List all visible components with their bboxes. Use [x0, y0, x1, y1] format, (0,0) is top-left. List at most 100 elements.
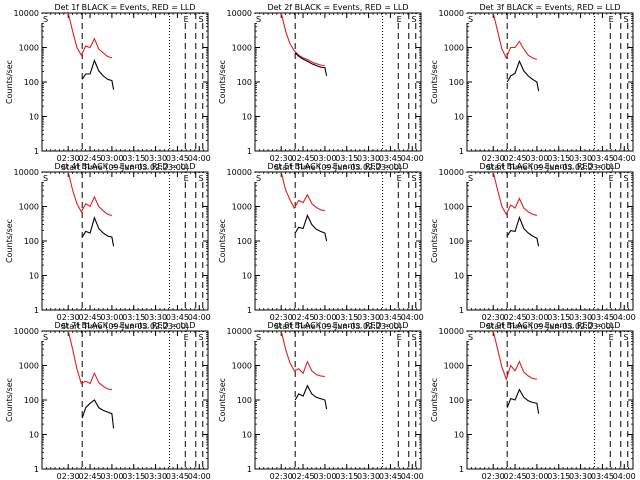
y-tick-label: 10000: [14, 168, 39, 177]
y-tick-label: 1: [459, 147, 464, 156]
x-tick-label: 03:45: [166, 313, 189, 322]
y-tick-label: 1: [34, 306, 39, 315]
plot-frame: [254, 330, 422, 470]
events-series-line: [506, 59, 540, 92]
x-tick-label: 03:15: [547, 472, 570, 480]
y-axis-label: Counts/sec: [5, 219, 14, 263]
y-tick-label: 100: [24, 396, 39, 405]
y-tick-label: 1: [247, 465, 252, 474]
chart-title: Det 4f BLACK = Events, RED = LLD: [54, 162, 195, 171]
marker-box: [410, 14, 419, 23]
x-tick-label: 03:00: [313, 313, 336, 322]
marker-box: [466, 173, 475, 182]
marker-box: [466, 332, 475, 341]
y-tick-label: 10: [242, 431, 252, 440]
y-tick-label: 100: [237, 396, 252, 405]
y-axis-label: Counts/sec: [430, 378, 439, 422]
y-tick-label: 10000: [14, 9, 39, 18]
plot-frame: [41, 171, 209, 311]
marker-label: S: [43, 174, 48, 183]
marker-box: [466, 14, 475, 23]
chart-panel-6: Det 6f BLACK = Events, RED = LLD 1 10 100 10…: [430, 162, 636, 331]
marker-box: [395, 14, 404, 23]
x-tick-label: 02:45: [79, 313, 102, 322]
x-tick-label: 04:00: [613, 313, 636, 322]
marker-box: [41, 14, 50, 23]
y-tick-label: 1000: [19, 44, 39, 53]
events-series-line: [81, 216, 115, 247]
chart-title: Det 2f BLACK = Events, RED = LLD: [267, 3, 408, 12]
plot-frame: [41, 12, 209, 152]
y-tick-label: 1000: [232, 44, 252, 53]
lld-series-line: [492, 171, 538, 217]
y-tick-label: 10: [242, 113, 252, 122]
plot-frame: [466, 171, 634, 311]
marker-box: [622, 332, 631, 341]
marker-box: [607, 14, 616, 23]
x-axis-label: Start Time (09-Jun-03 02:23:00): [61, 163, 189, 172]
chart-panel-8: Det 8f BLACK = Events, RED = LLD 1 10 100 10…: [218, 321, 424, 480]
chart-title: Det 8f BLACK = Events, RED = LLD: [267, 321, 408, 330]
y-tick-label: 10: [454, 431, 464, 440]
marker-box: [197, 14, 206, 23]
y-tick-label: 100: [449, 396, 464, 405]
plot-frame: [466, 12, 634, 152]
x-tick-label: 03:15: [547, 154, 570, 163]
marker-box: [395, 173, 404, 182]
y-tick-label: 1000: [444, 203, 464, 212]
x-tick-label: 04:00: [188, 472, 211, 480]
plot-frame: [466, 330, 634, 470]
marker-box: [607, 332, 616, 341]
x-tick-label: 02:30: [482, 472, 505, 480]
x-tick-label: 02:45: [504, 313, 527, 322]
y-tick-label: 100: [237, 78, 252, 87]
y-tick-label: 10: [242, 272, 252, 281]
x-tick-label: 03:15: [335, 472, 358, 480]
marker-label: S: [43, 333, 48, 342]
events-series-line: [81, 58, 115, 90]
marker-label: E: [609, 333, 614, 342]
y-axis-label: Counts/sec: [218, 60, 227, 104]
marker-box: [41, 332, 50, 341]
x-tick-label: 03:15: [122, 154, 145, 163]
x-tick-label: 03:30: [357, 472, 380, 480]
x-tick-label: 04:00: [188, 154, 211, 163]
chart-panel-5: Det 5f BLACK = Events, RED = LLD 1 10 100 10…: [218, 162, 424, 331]
x-tick-label: 02:45: [292, 472, 315, 480]
marker-box: [197, 173, 206, 182]
events-series-line: [506, 388, 540, 414]
chart-title: Det 6f BLACK = Events, RED = LLD: [479, 162, 620, 171]
lld-series-line: [280, 330, 325, 378]
x-tick-label: 04:00: [613, 472, 636, 480]
lld-series-line: [280, 171, 326, 212]
x-tick-label: 02:45: [504, 472, 527, 480]
plot-frame: [254, 171, 422, 311]
x-tick-label: 03:45: [591, 154, 614, 163]
chart-panel-1: Det 1f BLACK = Events, RED = LLD 1 10 100 10…: [5, 3, 211, 172]
x-tick-label: 03:30: [569, 472, 592, 480]
marker-box: [410, 173, 419, 182]
x-tick-label: 03:30: [357, 313, 380, 322]
marker-label: E: [184, 174, 189, 183]
x-axis-label: Start Time (09-Jun-03 02:23:00): [486, 163, 614, 172]
x-axis-label: Start Time (09-Jun-03 02:23:00): [274, 322, 402, 331]
events-series-line: [294, 52, 328, 77]
y-tick-label: 10: [29, 272, 39, 281]
x-tick-label: 03:00: [313, 154, 336, 163]
marker-box: [410, 332, 419, 341]
marker-label: S: [468, 174, 473, 183]
chart-title: Det 1f BLACK = Events, RED = LLD: [54, 3, 195, 12]
y-tick-label: 1000: [444, 362, 464, 371]
x-tick-label: 03:15: [335, 313, 358, 322]
marker-label: E: [397, 333, 402, 342]
y-tick-label: 1: [459, 306, 464, 315]
x-tick-label: 03:30: [144, 154, 167, 163]
x-tick-label: 02:30: [482, 154, 505, 163]
marker-label: S: [43, 15, 48, 24]
chart-title: Det 3f BLACK = Events, RED = LLD: [479, 3, 620, 12]
marker-label: E: [184, 333, 189, 342]
marker-label: S: [411, 333, 416, 342]
x-tick-label: 03:30: [569, 154, 592, 163]
y-tick-label: 1: [247, 147, 252, 156]
